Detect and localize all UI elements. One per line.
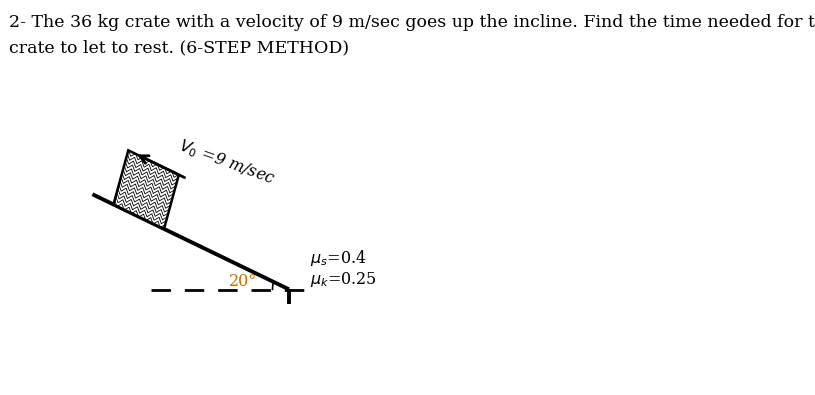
Text: $\mu_k$=0.25: $\mu_k$=0.25: [310, 270, 377, 290]
Text: crate to let to rest. (6-STEP METHOD): crate to let to rest. (6-STEP METHOD): [9, 39, 349, 56]
Text: $V_0$ =9 m/sec: $V_0$ =9 m/sec: [176, 137, 277, 189]
Polygon shape: [113, 150, 178, 229]
Text: $\mu_s$=0.4: $\mu_s$=0.4: [310, 248, 367, 267]
Text: 20°: 20°: [228, 273, 257, 290]
Text: 2- The 36 kg crate with a velocity of 9 m/sec goes up the incline. Find the time: 2- The 36 kg crate with a velocity of 9 …: [9, 14, 815, 31]
